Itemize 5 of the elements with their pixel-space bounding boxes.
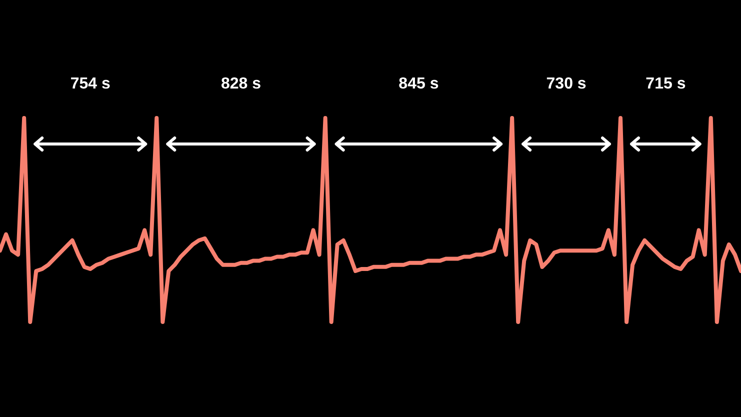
text: 730 s [546, 76, 586, 92]
text: 754 s [70, 76, 110, 92]
text: 715 s [646, 76, 686, 92]
text: 845 s [398, 76, 439, 92]
text: 828 s [220, 76, 262, 92]
